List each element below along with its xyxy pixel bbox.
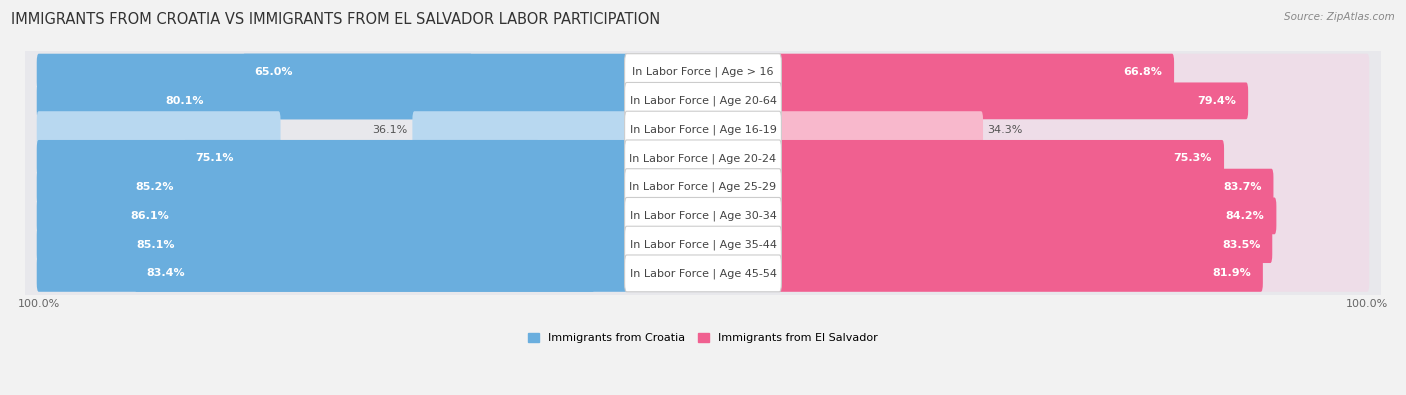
Text: In Labor Force | Age 25-29: In Labor Force | Age 25-29 [630,182,776,192]
Text: 83.7%: 83.7% [1223,182,1261,192]
FancyBboxPatch shape [22,105,1384,154]
FancyBboxPatch shape [624,111,782,148]
FancyBboxPatch shape [37,255,595,292]
FancyBboxPatch shape [37,140,540,177]
FancyBboxPatch shape [135,255,628,292]
FancyBboxPatch shape [778,169,1369,205]
Text: In Labor Force | Age 20-24: In Labor Force | Age 20-24 [630,153,776,164]
Text: In Labor Force | Age 20-64: In Labor Force | Age 20-64 [630,96,776,106]
FancyBboxPatch shape [22,249,1384,297]
Text: In Labor Force | Age 45-54: In Labor Force | Age 45-54 [630,268,776,278]
FancyBboxPatch shape [778,111,1369,148]
Text: In Labor Force | Age 16-19: In Labor Force | Age 16-19 [630,124,776,135]
Text: 65.0%: 65.0% [254,67,292,77]
FancyBboxPatch shape [778,54,1174,90]
Text: 75.3%: 75.3% [1174,153,1212,164]
FancyBboxPatch shape [37,111,281,148]
FancyBboxPatch shape [37,169,606,205]
Text: 84.2%: 84.2% [1226,211,1264,221]
FancyBboxPatch shape [183,140,628,177]
FancyBboxPatch shape [778,83,1249,119]
Text: 81.9%: 81.9% [1212,268,1251,278]
Legend: Immigrants from Croatia, Immigrants from El Salvador: Immigrants from Croatia, Immigrants from… [527,333,879,343]
Text: 34.3%: 34.3% [987,124,1024,135]
FancyBboxPatch shape [22,192,1384,240]
FancyBboxPatch shape [22,220,1384,269]
FancyBboxPatch shape [22,48,1384,96]
FancyBboxPatch shape [242,54,628,90]
Text: 85.1%: 85.1% [136,240,174,250]
FancyBboxPatch shape [624,54,782,90]
FancyBboxPatch shape [778,111,983,148]
FancyBboxPatch shape [624,198,782,234]
Text: 86.1%: 86.1% [131,211,169,221]
Text: In Labor Force | Age > 16: In Labor Force | Age > 16 [633,67,773,77]
Text: 83.4%: 83.4% [146,268,186,278]
FancyBboxPatch shape [778,226,1272,263]
Text: 79.4%: 79.4% [1198,96,1236,106]
FancyBboxPatch shape [778,140,1369,177]
FancyBboxPatch shape [624,169,782,205]
FancyBboxPatch shape [624,83,782,119]
FancyBboxPatch shape [22,163,1384,211]
Text: IMMIGRANTS FROM CROATIA VS IMMIGRANTS FROM EL SALVADOR LABOR PARTICIPATION: IMMIGRANTS FROM CROATIA VS IMMIGRANTS FR… [11,12,661,27]
FancyBboxPatch shape [22,77,1384,125]
FancyBboxPatch shape [124,226,628,263]
FancyBboxPatch shape [778,83,1369,119]
FancyBboxPatch shape [778,54,1369,90]
FancyBboxPatch shape [37,226,606,263]
FancyBboxPatch shape [22,134,1384,182]
FancyBboxPatch shape [778,226,1369,263]
FancyBboxPatch shape [37,54,472,90]
FancyBboxPatch shape [624,140,782,177]
FancyBboxPatch shape [37,83,572,119]
FancyBboxPatch shape [778,169,1274,205]
FancyBboxPatch shape [118,198,628,234]
FancyBboxPatch shape [624,255,782,292]
FancyBboxPatch shape [37,198,613,234]
Text: 85.2%: 85.2% [136,182,174,192]
FancyBboxPatch shape [153,83,628,119]
Text: 80.1%: 80.1% [166,96,204,106]
Text: 66.8%: 66.8% [1123,67,1163,77]
Text: 83.5%: 83.5% [1222,240,1260,250]
Text: In Labor Force | Age 30-34: In Labor Force | Age 30-34 [630,211,776,221]
FancyBboxPatch shape [124,169,628,205]
FancyBboxPatch shape [778,198,1277,234]
FancyBboxPatch shape [778,255,1263,292]
Text: In Labor Force | Age 35-44: In Labor Force | Age 35-44 [630,239,776,250]
FancyBboxPatch shape [778,255,1369,292]
Text: Source: ZipAtlas.com: Source: ZipAtlas.com [1284,12,1395,22]
Text: 75.1%: 75.1% [195,153,233,164]
FancyBboxPatch shape [778,198,1369,234]
FancyBboxPatch shape [412,111,628,148]
FancyBboxPatch shape [624,226,782,263]
FancyBboxPatch shape [778,140,1225,177]
Text: 36.1%: 36.1% [373,124,408,135]
